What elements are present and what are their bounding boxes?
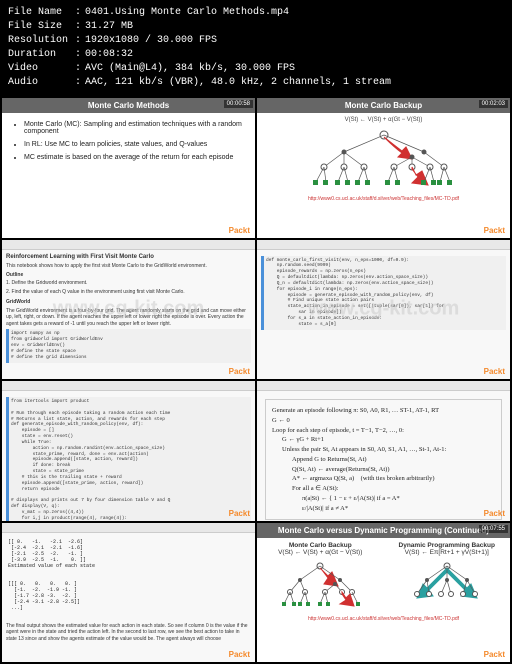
col-title: Monte Carlo Backup xyxy=(270,542,370,549)
thumb-4[interactable]: 00:04:15 def monte_carlo_first_visit(env… xyxy=(257,240,510,380)
thumb-3[interactable]: 00:03:10 Reinforcement Learning with Fir… xyxy=(2,240,255,380)
notebook-toolbar xyxy=(257,381,510,391)
bullet-item: Monte Carlo (MC): Sampling and estimatio… xyxy=(24,121,243,135)
notebook-toolbar xyxy=(2,381,255,391)
algo-line: Generate an episode following π: S0, A0,… xyxy=(272,406,495,416)
algo-line: G ← γG + Rt+1 xyxy=(272,435,495,445)
label-audio: Audio xyxy=(8,76,75,90)
bullet-list: Monte Carlo (MC): Sampling and estimatio… xyxy=(2,113,255,175)
file-info-block: File Name:0401.Using Monte Carlo Methods… xyxy=(0,0,512,96)
algorithm-pseudocode: Generate an episode following π: S0, A0,… xyxy=(265,399,502,520)
algo-line: For all a ∈ A(St): xyxy=(272,484,495,494)
brand-logo: Packt xyxy=(229,509,250,518)
label-filesize: File Size xyxy=(8,20,75,34)
jupyter-notebook: Reinforcement Learning with First Visit … xyxy=(2,240,255,380)
thumbnail-grid: 00:00:58 Monte Carlo Methods Monte Carlo… xyxy=(0,96,512,664)
reference-link: http://www0.cs.ucl.ac.uk/staff/d.silver/… xyxy=(257,196,510,202)
jupyter-notebook: def monte_carlo_first_visit(env, n_eps=1… xyxy=(257,240,510,380)
thumb-7[interactable]: 00:07:35 [[ 0. -1. -2.1 -2.6] [-2.4 -2.1… xyxy=(2,523,255,663)
label-video: Video xyxy=(8,62,75,76)
brand-logo: Packt xyxy=(229,650,250,659)
code-cell: import numpy as np from gridworld import… xyxy=(6,329,251,362)
brand-logo: Packt xyxy=(484,650,505,659)
value-video: AVC (Main@L4), 384 kb/s, 30.000 FPS xyxy=(85,62,504,76)
algo-line: G ← 0 xyxy=(272,416,495,426)
slide-title: Monte Carlo Backup xyxy=(257,98,510,113)
nb-title: Reinforcement Learning with First Visit … xyxy=(6,254,251,262)
notebook-toolbar xyxy=(257,240,510,250)
thumb-2[interactable]: 00:02:03 Monte Carlo Backup V(St) ← V(St… xyxy=(257,98,510,238)
jupyter-notebook: [[ 0. -1. -2.1 -2.6] [-2.4 -2.1 -2.1 -1.… xyxy=(2,523,255,663)
brand-logo: Packt xyxy=(229,226,250,235)
algo-line: π(a|St) ← { 1 − ε + ε/|A(St)| if a = A* xyxy=(272,494,495,504)
bullet-item: In RL: Use MC to learn policies, state v… xyxy=(24,141,243,148)
jupyter-notebook: from itertools import product # Run thro… xyxy=(2,381,255,521)
timestamp: 00:02:03 xyxy=(479,100,508,108)
comparison-columns: Monte Carlo Backup V(St) ← V(St) + α(Gt … xyxy=(257,538,510,614)
slide-title: Monte Carlo Methods xyxy=(2,98,255,113)
label-duration: Duration xyxy=(8,48,75,62)
brand-logo: Packt xyxy=(484,367,505,376)
code-cell: def monte_carlo_first_visit(env, n_eps=1… xyxy=(261,256,506,330)
nb-subhead: Outline xyxy=(6,272,251,279)
bullet-item: MC estimate is based on the average of t… xyxy=(24,154,243,161)
value-filesize: 31.27 MB xyxy=(85,20,504,34)
output-matrix: [[ 0. -1. -2.1 -2.6] [-2.4 -2.1 -2.1 -1.… xyxy=(2,533,255,575)
thumb-5[interactable]: 00:05:22 from itertools import product #… xyxy=(2,381,255,521)
equation: V(St) ← V(St) + α(Gt − V(St)) xyxy=(270,549,370,556)
nb-text: The final output shows the estimated val… xyxy=(6,623,251,643)
timestamp: 00:00:58 xyxy=(224,100,253,108)
value-audio: AAC, 121 kb/s (VBR), 48.0 kHz, 2 channel… xyxy=(85,76,504,90)
slide-title: Monte Carlo versus Dynamic Programming (… xyxy=(257,523,510,538)
notebook-toolbar xyxy=(2,240,255,250)
nb-text: 1. Define the Gridworld environment. xyxy=(6,280,251,287)
algo-line: Q(St, At) ← average(Returns(St, At)) xyxy=(272,465,495,475)
output-matrix: [[[ 0. 0. 0. 0. ] [-1. -2. -1.9 -1. ] [-… xyxy=(2,575,255,617)
nb-text: The GridWorld environment is a four-by-f… xyxy=(6,308,251,328)
equation: V(St) ← V(St) + α(Gt − V(St)) xyxy=(257,117,510,123)
algo-note: (with ties broken arbitrarily) xyxy=(361,475,435,482)
brand-logo: Packt xyxy=(484,226,505,235)
value-resolution: 1920x1080 / 30.000 FPS xyxy=(85,34,504,48)
label-resolution: Resolution xyxy=(8,34,75,48)
algo-line: Loop for each step of episode, t = T−1, … xyxy=(272,426,495,436)
algo-line: Append G to Returns(St, At) xyxy=(272,455,495,465)
equation: V(St) ← Eπ[Rt+1 + γV(St+1)] xyxy=(397,549,497,556)
thumb-1[interactable]: 00:00:58 Monte Carlo Methods Monte Carlo… xyxy=(2,98,255,238)
label-filename: File Name xyxy=(8,6,75,20)
reference-link: http://www0.cs.ucl.ac.uk/staff/d.silver/… xyxy=(257,616,510,622)
col-title: Dynamic Programming Backup xyxy=(397,542,497,549)
backup-tree-diagram xyxy=(294,127,474,192)
thumb-6[interactable]: 00:06:28 Generate an episode following π… xyxy=(257,381,510,521)
brand-logo: Packt xyxy=(229,367,250,376)
brand-logo: Packt xyxy=(484,509,505,518)
code-cell-highlighted: from itertools import product # Run thro… xyxy=(6,397,251,521)
notebook-toolbar xyxy=(2,523,255,533)
timestamp: 00:07:55 xyxy=(479,525,508,533)
nb-text: 2. Find the value of each Q value in the… xyxy=(6,289,251,296)
mc-tree-diagram xyxy=(270,560,370,610)
value-filename: 0401.Using Monte Carlo Methods.mp4 xyxy=(85,6,504,20)
algo-line: A* ← argmaxa Q(St, a) xyxy=(292,475,354,482)
nb-text: This notebook shows how to apply the fir… xyxy=(6,263,251,270)
value-duration: 00:08:32 xyxy=(85,48,504,62)
algo-line: Unless the pair St, At appears in S0, A0… xyxy=(272,445,495,455)
dp-tree-diagram xyxy=(397,560,497,610)
nb-subhead: GridWorld xyxy=(6,299,251,306)
thumb-8[interactable]: 00:07:55 Monte Carlo versus Dynamic Prog… xyxy=(257,523,510,663)
jupyter-notebook: Generate an episode following π: S0, A0,… xyxy=(257,381,510,521)
algo-line: ε/|A(St)| if a ≠ A* xyxy=(272,504,495,514)
